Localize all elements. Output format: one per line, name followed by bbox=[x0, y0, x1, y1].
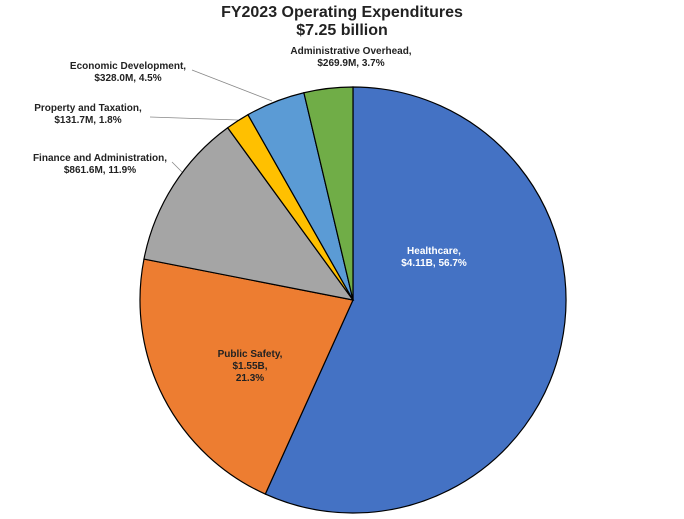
category-label: Public Safety, bbox=[217, 349, 283, 360]
pie-slice bbox=[143, 126, 355, 301]
pie-slice bbox=[303, 86, 354, 301]
slice-label: Healthcare, $4.11B, 56.7% bbox=[401, 246, 467, 270]
category-label: Finance and Administration, bbox=[32, 153, 168, 164]
slice-label: Public Safety, $1.55B, 21.3% bbox=[218, 349, 283, 385]
pie-slice bbox=[264, 86, 567, 514]
value-label: $4.11B, 56.7% bbox=[401, 258, 467, 269]
leader-line bbox=[171, 161, 183, 173]
slice-label: Administrative Overhead, $269.9M, 3.7% bbox=[290, 46, 411, 70]
category-label: Administrative Overhead, bbox=[290, 46, 412, 57]
pie-slice bbox=[139, 258, 354, 495]
slice-label: Finance and Administration, $861.6M, 11.9… bbox=[33, 153, 167, 177]
chart-subtitle: $7.25 billion bbox=[296, 22, 388, 39]
slice-label: Economic Development, $328.0M, 4.5% bbox=[70, 61, 186, 85]
category-label: Healthcare, bbox=[407, 246, 461, 257]
value-label: $269.9M, 3.7% bbox=[317, 58, 385, 69]
category-label: Economic Development, bbox=[69, 61, 187, 72]
value-label: $1.55B, 21.3% bbox=[232, 361, 268, 384]
leader-line bbox=[191, 69, 273, 102]
chart-title: FY2023 Operating Expenditures bbox=[221, 4, 463, 21]
slice-label: Property and Taxation, $131.7M, 1.8% bbox=[34, 103, 142, 127]
value-label: $131.7M, 1.8% bbox=[54, 115, 122, 126]
leader-line bbox=[149, 116, 239, 121]
value-label: $328.0M, 4.5% bbox=[94, 73, 162, 84]
value-label: $861.6M, 11.9% bbox=[63, 165, 137, 176]
category-label: Property and Taxation, bbox=[34, 103, 142, 114]
